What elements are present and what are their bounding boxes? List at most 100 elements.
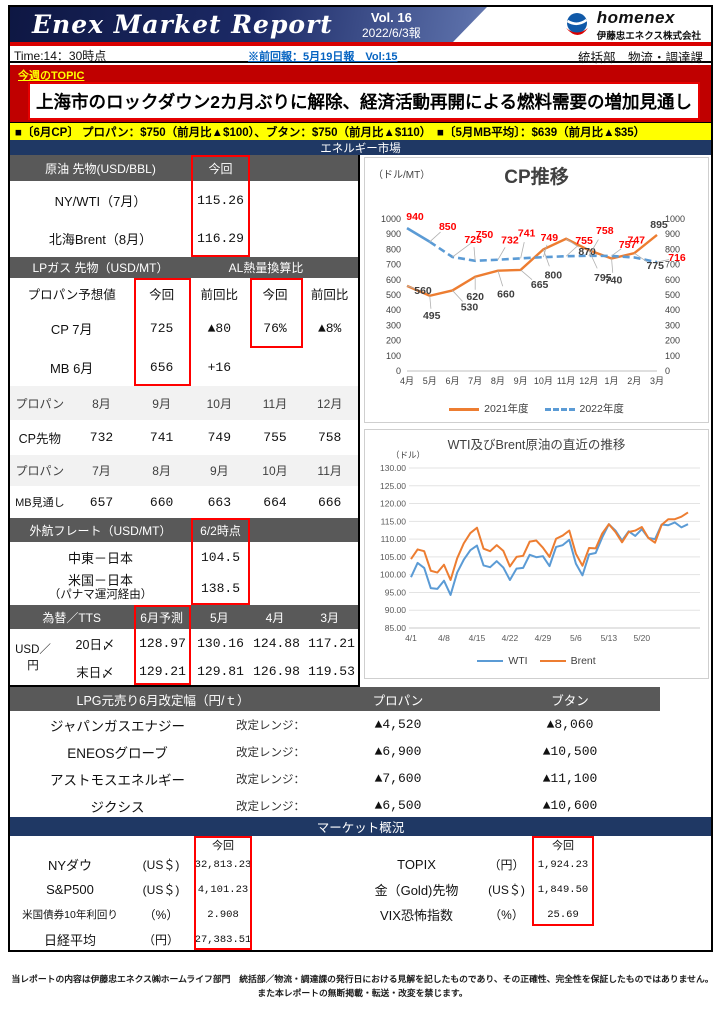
header-band: homenex 伊藤忠エネクス株式会社 Enex Market Report V… bbox=[10, 7, 711, 42]
svg-text:500: 500 bbox=[665, 290, 680, 300]
svg-text:400: 400 bbox=[665, 305, 680, 315]
value-cell: 732 bbox=[89, 430, 114, 445]
svg-text:130.00: 130.00 bbox=[380, 463, 406, 473]
svg-text:105.00: 105.00 bbox=[380, 552, 406, 562]
svg-text:3月: 3月 bbox=[650, 376, 664, 386]
lpg-row-value: +16 bbox=[207, 359, 231, 375]
value-cell: 741 bbox=[149, 430, 174, 445]
value-cell: 663 bbox=[207, 494, 231, 510]
svg-text:7月: 7月 bbox=[468, 376, 482, 386]
svg-text:600: 600 bbox=[665, 275, 680, 285]
table-row: NY/WTI（7月） 115.26 bbox=[10, 181, 358, 219]
month-cell: 9月 bbox=[209, 464, 229, 478]
svg-text:4月: 4月 bbox=[400, 376, 414, 386]
legend-label: 2021年度 bbox=[484, 403, 529, 415]
market-unit: (US＄) bbox=[488, 883, 525, 897]
svg-text:800: 800 bbox=[386, 244, 401, 254]
cp-chart-legend: 2021年度 2022年度 bbox=[365, 401, 708, 416]
range-label: 改定レンジ： bbox=[236, 719, 305, 732]
value-cell: 664 bbox=[263, 494, 287, 510]
legend-line-2021 bbox=[449, 407, 480, 411]
topic-headline: 上海市のロックダウン2カ月ぶりに解除、経済活動再開による燃料需要の増加見通し bbox=[28, 82, 700, 120]
company-name: 伊藤忠エネクス株式会社 bbox=[596, 30, 701, 42]
svg-text:85.00: 85.00 bbox=[385, 623, 407, 633]
svg-text:4/8: 4/8 bbox=[438, 633, 450, 643]
month-cell: 8月 bbox=[152, 464, 171, 478]
oil-chart-canvas: 85.00 90.00 95.00 100.00 105.00 110.00 115.00 1… bbox=[380, 463, 700, 643]
legend-label: 2022年度 bbox=[579, 403, 624, 415]
month-cell: 8月 bbox=[92, 396, 111, 411]
svg-text:716: 716 bbox=[668, 252, 686, 264]
svg-text:758: 758 bbox=[596, 225, 614, 237]
market-unit: （円） bbox=[142, 933, 179, 947]
svg-text:6月: 6月 bbox=[445, 376, 459, 386]
butane-revision: ▲10,600 bbox=[542, 798, 598, 813]
propane-revision: ▲6,500 bbox=[374, 798, 422, 813]
table-row: CP 7月 725 ▲80 76% ▲8% bbox=[10, 308, 358, 348]
svg-text:100: 100 bbox=[665, 351, 680, 361]
svg-text:5/20: 5/20 bbox=[634, 633, 651, 643]
market-row: TOPIX （円） 1,924.23 bbox=[353, 852, 713, 877]
table-row: ジャパンガスエナジー 改定レンジ： ▲4,520 ▲8,060 bbox=[10, 711, 711, 738]
cp-futures-values-row: CP先物 732 741 749 755 758 bbox=[10, 420, 358, 455]
fx-row-label: 20日〆 bbox=[75, 637, 115, 652]
crude-row-value: 116.29 bbox=[197, 230, 244, 246]
lpg-revision-table: LPG元売り6月改定幅（円/ｔ） プロパン ブタン ジャパンガスエナジー 改定レ… bbox=[10, 687, 711, 819]
month-cell: 11月 bbox=[317, 464, 342, 478]
svg-text:300: 300 bbox=[665, 320, 680, 330]
svg-text:400: 400 bbox=[386, 305, 401, 315]
month-cell: 11月 bbox=[262, 396, 288, 411]
volume-number: Vol. 16 bbox=[370, 10, 412, 25]
value-cell: 666 bbox=[317, 494, 342, 510]
company-name: ジクシス bbox=[90, 799, 145, 815]
lpg-row-label: CP 7月 bbox=[50, 321, 93, 337]
department-label: 統括部 物流・調達課 bbox=[577, 51, 703, 65]
lpg-subheader: プロパン予想値 bbox=[27, 287, 116, 302]
lpg-row-value: 656 bbox=[149, 359, 174, 375]
market-row: S&P500 (US＄) 4,101.23 bbox=[10, 877, 350, 902]
svg-text:900: 900 bbox=[665, 229, 680, 239]
lpg-subheader: 前回比 bbox=[200, 287, 239, 302]
lpg-header-left: LPガス 先物（USD/MT） bbox=[32, 261, 169, 275]
fx-header: 5月 bbox=[209, 610, 229, 625]
svg-text:12月: 12月 bbox=[579, 376, 598, 386]
svg-text:850: 850 bbox=[439, 221, 457, 233]
crude-col-current: 今回 bbox=[208, 161, 233, 176]
butane-revision: ▲8,060 bbox=[546, 717, 594, 732]
cp-chart-canvas: 0 0 100 100 200 200 300 300 400 400 500 500 600 600 70… bbox=[381, 211, 686, 386]
svg-text:115.00: 115.00 bbox=[381, 516, 407, 526]
previous-report-link[interactable]: ※前回報：5月19日報 Vol:15 bbox=[248, 51, 398, 63]
svg-text:8月: 8月 bbox=[491, 376, 505, 386]
month-cell: 9月 bbox=[152, 396, 171, 411]
butane-revision: ▲11,100 bbox=[542, 771, 598, 786]
crude-row-label: 北海Brent（8月） bbox=[48, 231, 153, 247]
fx-header: 4月 bbox=[265, 610, 285, 625]
market-row: VIX恐怖指数 （%） 25.69 bbox=[353, 902, 713, 927]
lpg-subheader-row: プロパン予想値 今回 前回比 今回 前回比 bbox=[10, 278, 358, 308]
svg-text:740: 740 bbox=[605, 275, 623, 287]
svg-text:940: 940 bbox=[406, 211, 424, 223]
svg-text:1000: 1000 bbox=[665, 214, 685, 224]
crude-row-label: NY/WTI（7月） bbox=[54, 193, 147, 209]
disclaimer-line2: また本レポートの無断掲載・転送・改変を禁じます。 bbox=[257, 988, 468, 999]
report-title: Enex Market Report bbox=[32, 10, 333, 39]
row-label: MB見通し bbox=[15, 497, 65, 509]
market-unit: （%） bbox=[143, 908, 179, 922]
cp-chart-unit: （ドル/MT） bbox=[373, 170, 431, 181]
svg-text:700: 700 bbox=[665, 260, 680, 270]
header-logo-area: homenex 伊藤忠エネクス株式会社 bbox=[453, 7, 711, 42]
freight-value: 138.5 bbox=[200, 581, 240, 596]
market-label: 金（Gold)先物 bbox=[374, 883, 459, 898]
svg-text:870: 870 bbox=[578, 246, 596, 258]
market-unit: （%） bbox=[489, 908, 524, 922]
value-cell: 758 bbox=[317, 430, 342, 445]
svg-text:900: 900 bbox=[386, 229, 401, 239]
svg-text:1月: 1月 bbox=[605, 376, 619, 386]
fx-rows: USD／円 20日〆 128.97 130.16 124.88 117.21 末… bbox=[10, 629, 358, 685]
month-cell: 10月 bbox=[206, 396, 232, 411]
svg-text:1000: 1000 bbox=[381, 214, 401, 224]
svg-text:9月: 9月 bbox=[514, 376, 528, 386]
market-value: 2.908 bbox=[207, 908, 239, 921]
value-cell: 657 bbox=[89, 494, 114, 510]
svg-text:665: 665 bbox=[531, 279, 549, 291]
